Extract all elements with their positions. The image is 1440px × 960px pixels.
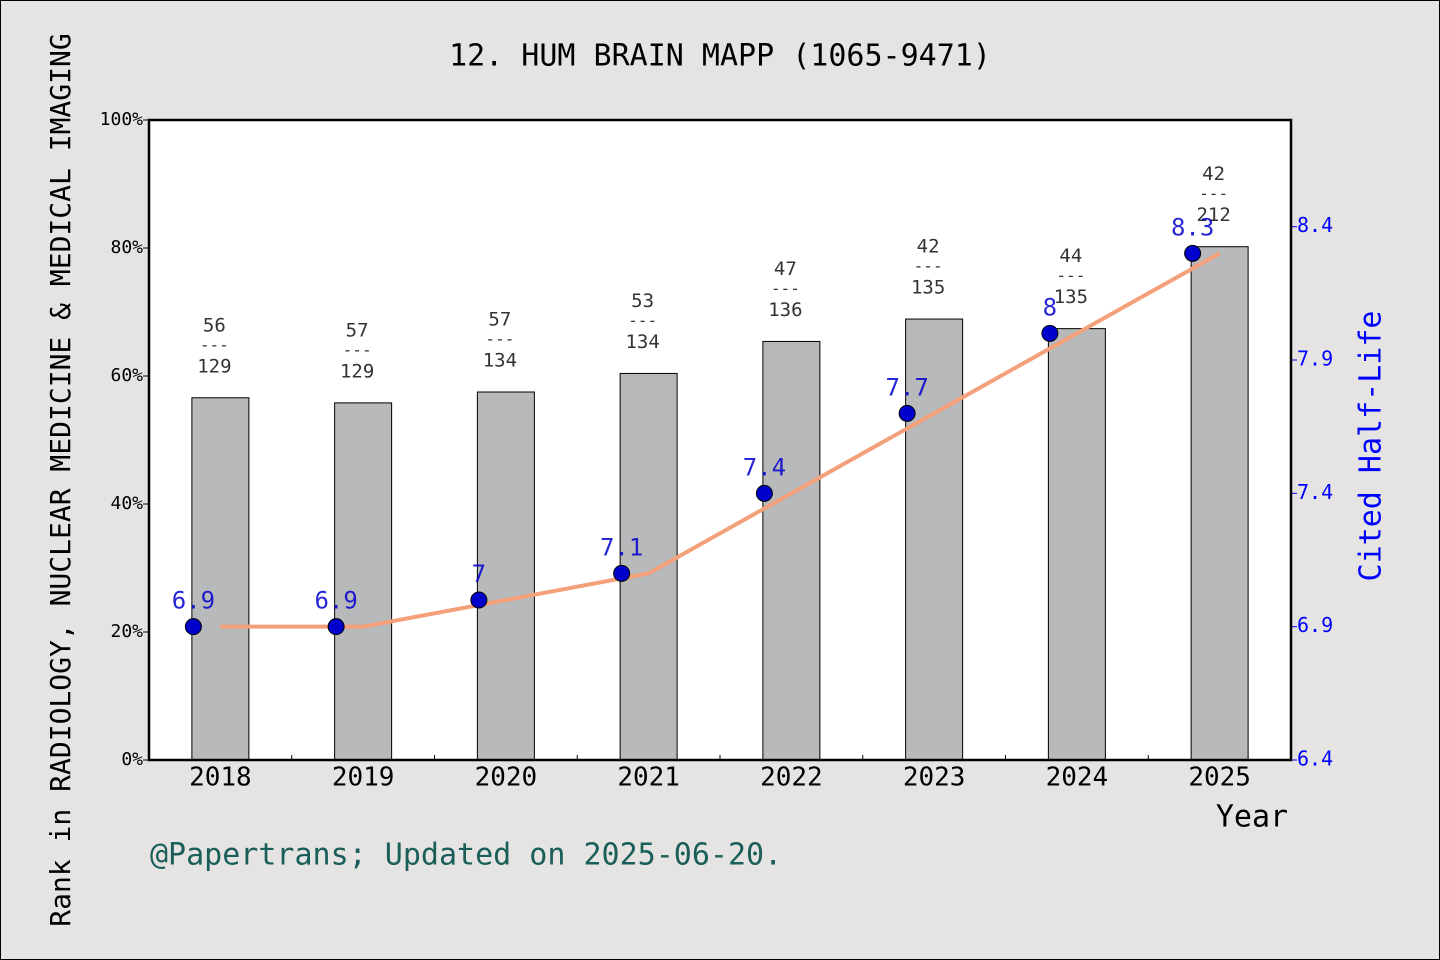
- total-label: 212: [1196, 204, 1230, 226]
- x-tick-label: 2022: [760, 763, 823, 793]
- data-label: 7.1: [600, 533, 643, 561]
- rank-separator: ---: [628, 311, 657, 330]
- total-label: 135: [1054, 286, 1088, 308]
- x-tick-label: 2018: [189, 763, 252, 793]
- total-label: 136: [768, 299, 802, 321]
- y-tick-label: 80%: [110, 237, 143, 258]
- marker: [613, 564, 631, 582]
- x-tick-label: 2025: [1188, 763, 1251, 793]
- data-label: 7.7: [885, 373, 928, 401]
- data-label: 7.4: [743, 453, 786, 481]
- chart-title: 12. HUM BRAIN MAPP (1065-9471): [449, 39, 991, 74]
- footer: @Papertrans; Updated on 2025-06-20.: [150, 838, 782, 873]
- rank-label: 56: [203, 314, 226, 336]
- y2-tick-label: 6.9: [1297, 613, 1333, 637]
- rank-separator: ---: [1199, 184, 1228, 203]
- data-label: 6.9: [172, 587, 215, 615]
- y-tick-label: 60%: [110, 365, 143, 386]
- total-label: 134: [625, 331, 659, 353]
- x-tick-label: 2023: [903, 763, 966, 793]
- rank-separator: ---: [1056, 266, 1085, 285]
- total-label: 135: [911, 277, 945, 299]
- y-axis-label: Rank in RADIOLOGY, NUCLEAR MEDICINE & ME…: [44, 33, 77, 926]
- marker: [470, 591, 488, 609]
- marker: [898, 404, 916, 422]
- rank-separator: ---: [771, 279, 800, 298]
- x-tick-label: 2024: [1046, 763, 1109, 793]
- marker: [1184, 244, 1202, 262]
- x-tick-label: 2020: [475, 763, 538, 793]
- bar: [1190, 246, 1249, 761]
- bar: [334, 402, 393, 761]
- total-label: 129: [340, 360, 374, 382]
- rank-label: 53: [631, 290, 654, 312]
- rank-label: 47: [774, 258, 797, 280]
- total-label: 129: [197, 355, 231, 377]
- marker: [1041, 324, 1059, 342]
- rank-label: 57: [488, 309, 511, 331]
- rank-separator: ---: [914, 257, 943, 276]
- data-label: 8.3: [1171, 213, 1214, 241]
- plot-frame: [147, 118, 1293, 762]
- y-tick-label: 40%: [110, 493, 143, 514]
- y2-tick-label: 6.4: [1297, 747, 1333, 771]
- bar: [905, 318, 964, 761]
- x-tick-label: 2019: [332, 763, 395, 793]
- rank-separator: ---: [343, 340, 372, 359]
- marker: [184, 618, 202, 636]
- rank-separator: ---: [200, 335, 229, 354]
- y2-tick-label: 7.9: [1297, 347, 1333, 371]
- y2-tick-label: 7.4: [1297, 480, 1333, 504]
- y-tick-label: 100%: [100, 109, 144, 130]
- x-axis-label: Year: [1216, 800, 1288, 835]
- bar: [476, 391, 535, 761]
- marker: [327, 618, 345, 636]
- y-tick-label: 0%: [121, 749, 143, 770]
- rank-label: 42: [917, 236, 940, 258]
- rank-separator: ---: [485, 330, 514, 349]
- x-tick-label: 2021: [617, 763, 680, 793]
- bar: [619, 372, 678, 761]
- y2-tick-label: 8.4: [1297, 213, 1333, 237]
- line: [220, 251, 1221, 629]
- bar: [1047, 328, 1106, 761]
- y-tick-label: 20%: [110, 621, 143, 642]
- marker: [755, 484, 773, 502]
- bar: [191, 397, 250, 761]
- rank-label: 42: [1202, 163, 1225, 185]
- data-label: 7: [472, 560, 486, 588]
- rank-label: 44: [1059, 245, 1082, 267]
- data-label: 8: [1043, 293, 1057, 321]
- data-label: 6.9: [314, 587, 357, 615]
- bar: [762, 340, 821, 761]
- rank-label: 57: [346, 319, 369, 341]
- y2-axis-label: Cited Half-Life: [1354, 311, 1389, 582]
- plot-area: [149, 120, 1291, 760]
- total-label: 134: [483, 350, 517, 372]
